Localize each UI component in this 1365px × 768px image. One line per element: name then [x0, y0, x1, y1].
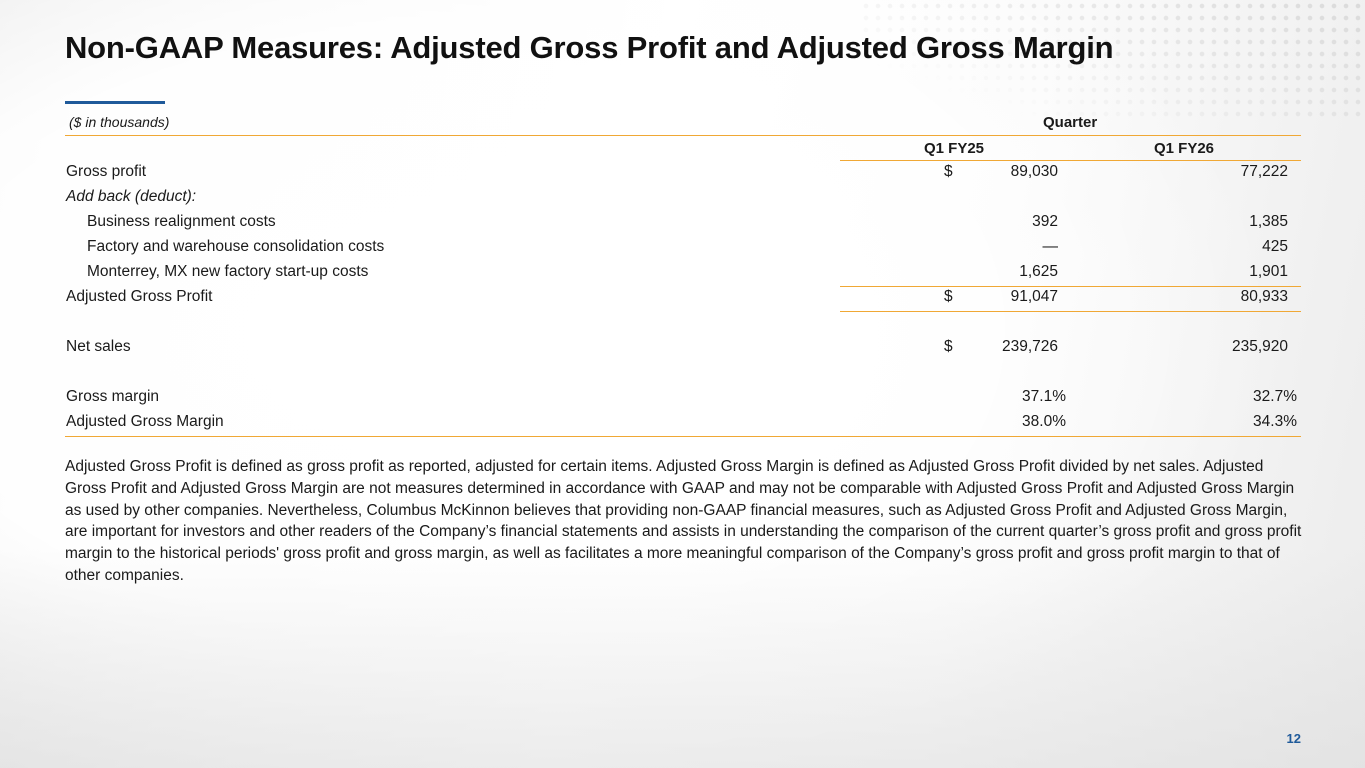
row-label: Adjusted Gross Margin [66, 413, 224, 430]
header-rule [65, 135, 1301, 136]
title-accent-rule [65, 101, 165, 104]
column-header-q1fy26: Q1 FY26 [1154, 140, 1215, 157]
value-q1fy25: 37.1% [1022, 388, 1066, 405]
subtotal-top-rule [840, 286, 1301, 287]
table-spacer [65, 360, 1301, 385]
definition-paragraph: Adjusted Gross Profit is defined as gros… [65, 458, 1302, 584]
table-row-gross-profit: Gross profit $ 89,030 77,222 [65, 160, 1301, 185]
value-q1fy25: 38.0% [1022, 413, 1066, 430]
table-row-factory-consolidation: Factory and warehouse consolidation cost… [65, 235, 1301, 260]
value-q1fy25: 239,726 [1001, 338, 1058, 355]
gross-profit-table: ($ in thousands) Quarter Q1 FY25 Q1 FY26… [65, 110, 1301, 437]
row-label: Add back (deduct): [66, 188, 197, 205]
column-header-rule [840, 160, 1301, 161]
table-column-header-row: Q1 FY25 Q1 FY26 [65, 135, 1301, 160]
value-q1fy26: 425 [1262, 238, 1288, 255]
background-bottom-shade [0, 548, 1365, 768]
value-q1fy26: 32.7% [1253, 388, 1297, 405]
value-q1fy25: 91,047 [1010, 288, 1058, 305]
value-q1fy26: 235,920 [1231, 338, 1288, 355]
row-label: Gross profit [66, 163, 147, 180]
units-label: ($ in thousands) [69, 114, 170, 130]
value-q1fy26: 1,901 [1249, 263, 1288, 280]
quarter-group-header: Quarter [1043, 114, 1098, 131]
value-q1fy26: 1,385 [1249, 213, 1288, 230]
currency-symbol: $ [944, 338, 953, 355]
value-q1fy25: 1,625 [1019, 263, 1058, 280]
table-row-adjusted-gross-profit: Adjusted Gross Profit $ 91,047 80,933 [65, 285, 1301, 310]
row-label: Adjusted Gross Profit [66, 288, 213, 305]
table-row-net-sales: Net sales $ 239,726 235,920 [65, 335, 1301, 360]
row-label: Business realignment costs [87, 213, 276, 230]
table-spacer [65, 310, 1301, 335]
page-number: 12 [1286, 731, 1301, 746]
table-row-monterrey-startup: Monterrey, MX new factory start-up costs… [65, 260, 1301, 285]
row-label: Net sales [66, 338, 131, 355]
value-q1fy26: 77,222 [1240, 163, 1288, 180]
slide-title: Non-GAAP Measures: Adjusted Gross Profit… [65, 30, 1114, 65]
table-bottom-rule [65, 436, 1301, 437]
table-row-business-realignment: Business realignment costs 392 1,385 [65, 210, 1301, 235]
row-label: Monterrey, MX new factory start-up costs [87, 263, 369, 280]
currency-symbol: $ [944, 288, 953, 305]
value-q1fy26: 34.3% [1253, 413, 1297, 430]
value-q1fy25: 89,030 [1010, 163, 1058, 180]
value-q1fy25: — [1042, 238, 1059, 255]
subtotal-bottom-rule [840, 311, 1301, 312]
column-header-q1fy25: Q1 FY25 [924, 140, 985, 157]
value-q1fy26: 80,933 [1240, 288, 1288, 305]
row-label: Gross margin [66, 388, 160, 405]
row-label: Factory and warehouse consolidation cost… [87, 238, 385, 255]
table-header-row: ($ in thousands) Quarter [65, 110, 1301, 135]
value-q1fy25: 392 [1032, 213, 1058, 230]
dot-pattern-decoration [860, 0, 1365, 120]
table-row-adjusted-gross-margin: Adjusted Gross Margin 38.0% 34.3% [65, 410, 1301, 435]
table-row-add-back: Add back (deduct): [65, 185, 1301, 210]
currency-symbol: $ [944, 163, 953, 180]
table-row-gross-margin: Gross margin 37.1% 32.7% [65, 385, 1301, 410]
